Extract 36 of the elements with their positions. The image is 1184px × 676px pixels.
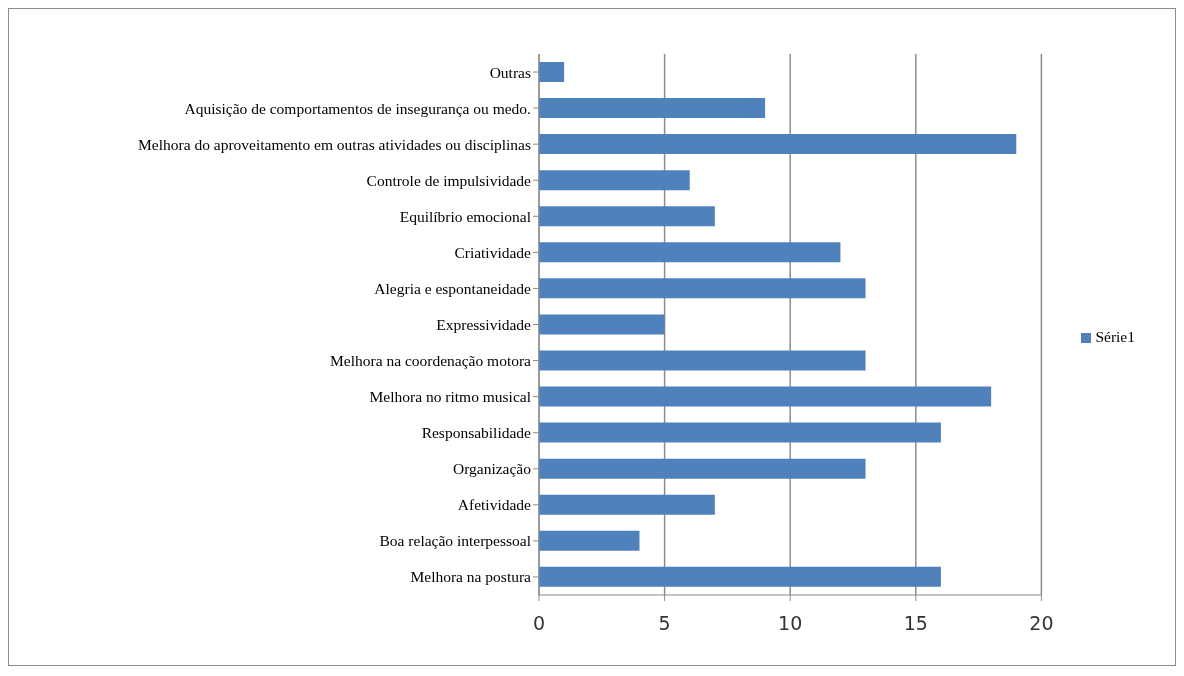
bar — [539, 350, 866, 371]
y-tick-label: Melhora na coordenação motora — [330, 352, 532, 370]
bar — [539, 134, 1017, 155]
bar — [539, 206, 715, 227]
bar — [539, 458, 866, 479]
y-tick-label: Boa relação interpessoal — [379, 532, 531, 550]
bar — [539, 278, 866, 299]
y-tick-label: Melhora na postura — [410, 568, 532, 586]
y-tick-label: Melhora do aproveitamento em outras atividades ou disciplinas — [138, 135, 531, 153]
y-tick-label: Controle de impulsividade — [366, 171, 532, 189]
y-tick-label: Responsabilidade — [421, 424, 532, 442]
bar — [539, 422, 941, 443]
x-tick-label: 15 — [903, 612, 928, 635]
y-tick-label: Alegria e espontaneidade — [374, 279, 532, 297]
bar — [539, 530, 640, 551]
bar — [539, 242, 841, 263]
x-tick-label: 5 — [658, 612, 671, 635]
bar — [539, 494, 715, 515]
y-tick-label: Organização — [452, 460, 532, 478]
y-tick-label: Afetividade — [457, 496, 532, 514]
y-tick-label: Outras — [489, 63, 531, 81]
bar — [539, 98, 766, 118]
y-tick-label: Expressividade — [436, 316, 532, 333]
x-tick-label: 0 — [532, 612, 546, 635]
x-tick-label: 20 — [1029, 612, 1054, 635]
bar — [539, 314, 665, 335]
y-tick-label: Melhora no ritmo musical — [369, 388, 531, 406]
bar — [539, 170, 690, 191]
x-tick-label: 10 — [778, 612, 803, 635]
y-tick-label: Equilíbrio emocional — [399, 207, 531, 225]
legend-label: Série1 — [1095, 328, 1135, 345]
bar — [539, 566, 941, 587]
y-tick-label: Aquisição de comportamentos de insegurança ou medo. — [184, 99, 531, 117]
y-tick-label: Criatividade — [454, 243, 532, 261]
bar — [539, 386, 992, 407]
bar — [539, 61, 565, 82]
